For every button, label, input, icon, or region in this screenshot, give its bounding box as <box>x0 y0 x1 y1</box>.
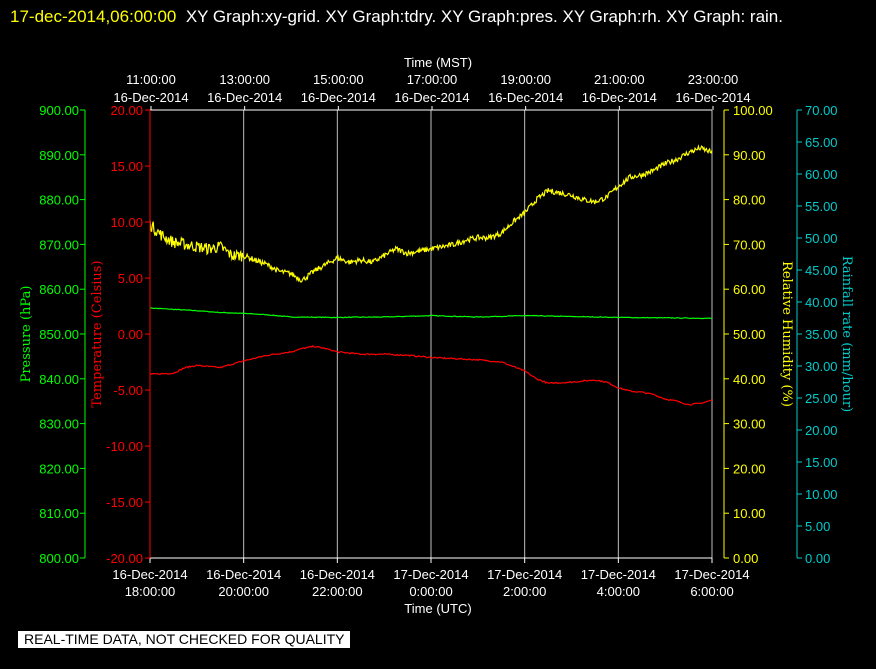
humidity-tick-label: 70.00 <box>733 237 766 252</box>
rainfall-tick-label: 25.00 <box>805 391 838 406</box>
rainfall-tick-label: 10.00 <box>805 487 838 502</box>
rainfall-tick-label: 30.00 <box>805 359 838 374</box>
top-x-tick-time: 15:00:00 <box>313 72 364 87</box>
rainfall-tick-label: 60.00 <box>805 167 838 182</box>
top-x-tick-date: 16-Dec-2014 <box>394 90 469 105</box>
pressure-tick-label: 840.00 <box>39 372 79 387</box>
rainfall-axis-label: Rainfall rate (mm/hour) <box>839 256 854 412</box>
humidity-tick-label: 90.00 <box>733 148 766 163</box>
chart-header: 17-dec-2014,06:00:00 XY Graph:xy-grid. X… <box>10 4 870 30</box>
graph-list: XY Graph:xy-grid. XY Graph:tdry. XY Grap… <box>185 7 783 26</box>
rainfall-tick-label: 70.00 <box>805 103 838 118</box>
rainfall-tick-label: 45.00 <box>805 263 838 278</box>
rainfall-tick-label: 5.00 <box>805 519 830 534</box>
rainfall-tick-label: 65.00 <box>805 135 838 150</box>
pressure-tick-label: 890.00 <box>39 148 79 163</box>
temperature-series-line <box>149 344 713 406</box>
x-tick-date: 17-Dec-2014 <box>581 567 656 582</box>
x-tick-time: 2:00:00 <box>503 584 546 599</box>
rainfall-tick-label: 55.00 <box>805 199 838 214</box>
top-x-tick-date: 16-Dec-2014 <box>207 90 282 105</box>
pressure-tick-label: 880.00 <box>39 193 79 208</box>
top-x-tick-time: 23:00:00 <box>688 72 739 87</box>
pressure-tick-label: 830.00 <box>39 417 79 432</box>
x-axis-label-top: Time (MST) <box>404 55 472 70</box>
top-x-tick-time: 17:00:00 <box>407 72 458 87</box>
temperature-tick-label: -15.00 <box>106 495 143 510</box>
temperature-tick-label: 0.00 <box>118 327 143 342</box>
temperature-tick-label: -10.00 <box>106 439 143 454</box>
humidity-tick-label: 100.00 <box>733 103 773 118</box>
humidity-tick-label: 20.00 <box>733 461 766 476</box>
pressure-series-line <box>149 307 713 320</box>
top-x-tick-date: 16-Dec-2014 <box>675 90 750 105</box>
humidity-tick-label: 80.00 <box>733 193 766 208</box>
temperature-tick-label: 10.00 <box>110 215 143 230</box>
x-tick-date: 16-Dec-2014 <box>300 567 375 582</box>
rainfall-tick-label: 50.00 <box>805 231 838 246</box>
x-tick-time: 6:00:00 <box>690 584 733 599</box>
temperature-tick-label: 15.00 <box>110 159 143 174</box>
temperature-axis-label: Temperature (Celsius) <box>90 260 105 407</box>
quality-notice: REAL-TIME DATA, NOT CHECKED FOR QUALITY <box>18 631 351 648</box>
rainfall-tick-label: 35.00 <box>805 327 838 342</box>
humidity-tick-label: 60.00 <box>733 282 766 297</box>
pressure-tick-label: 810.00 <box>39 506 79 521</box>
timestamp: 17-dec-2014,06:00:00 <box>10 7 177 26</box>
pressure-tick-label: 870.00 <box>39 237 79 252</box>
x-tick-time: 18:00:00 <box>125 584 176 599</box>
top-x-tick-time: 19:00:00 <box>500 72 551 87</box>
top-x-tick-date: 16-Dec-2014 <box>113 90 188 105</box>
humidity-tick-label: 40.00 <box>733 372 766 387</box>
pressure-tick-label: 860.00 <box>39 282 79 297</box>
x-tick-time: 4:00:00 <box>597 584 640 599</box>
x-tick-date: 16-Dec-2014 <box>112 567 187 582</box>
top-x-tick-time: 11:00:00 <box>126 72 176 87</box>
temperature-tick-label: 5.00 <box>118 271 143 286</box>
x-tick-time: 22:00:00 <box>312 584 363 599</box>
pressure-tick-label: 820.00 <box>39 461 79 476</box>
temperature-tick-label: -5.00 <box>113 383 143 398</box>
rainfall-tick-label: 20.00 <box>805 423 838 438</box>
x-axis-label-bottom: Time (UTC) <box>404 601 471 616</box>
x-tick-time: 0:00:00 <box>409 584 452 599</box>
x-tick-date: 17-Dec-2014 <box>393 567 468 582</box>
rainfall-tick-label: 15.00 <box>805 455 838 470</box>
x-tick-date: 17-Dec-2014 <box>487 567 562 582</box>
top-x-tick-date: 16-Dec-2014 <box>582 90 657 105</box>
pressure-axis-label: Pressure (hPa) <box>19 286 34 383</box>
series-layer <box>149 144 713 406</box>
top-x-tick-time: 21:00:00 <box>594 72 645 87</box>
rainfall-tick-label: 40.00 <box>805 295 838 310</box>
pressure-tick-label: 850.00 <box>39 327 79 342</box>
x-tick-date: 17-Dec-2014 <box>674 567 749 582</box>
axis-layer: 16-Dec-2014 18:00:00 16-Dec-2014 20:00:00 16… <box>19 55 854 616</box>
humidity-tick-label: 0.00 <box>733 551 758 566</box>
humidity-axis-label: Relative Humidity (%) <box>779 261 794 407</box>
x-tick-date: 16-Dec-2014 <box>206 567 281 582</box>
top-x-tick-date: 16-Dec-2014 <box>301 90 376 105</box>
pressure-tick-label: 900.00 <box>39 103 79 118</box>
humidity-series-line <box>149 144 713 283</box>
top-x-tick-date: 16-Dec-2014 <box>488 90 563 105</box>
rainfall-tick-label: 0.00 <box>805 551 830 566</box>
humidity-tick-label: 50.00 <box>733 327 766 342</box>
pressure-tick-label: 800.00 <box>39 551 79 566</box>
humidity-tick-label: 10.00 <box>733 506 766 521</box>
humidity-tick-label: 30.00 <box>733 417 766 432</box>
top-x-tick-time: 13:00:00 <box>219 72 270 87</box>
x-tick-time: 20:00:00 <box>218 584 269 599</box>
temperature-tick-label: -20.00 <box>106 551 143 566</box>
temperature-tick-label: 20.00 <box>110 103 143 118</box>
